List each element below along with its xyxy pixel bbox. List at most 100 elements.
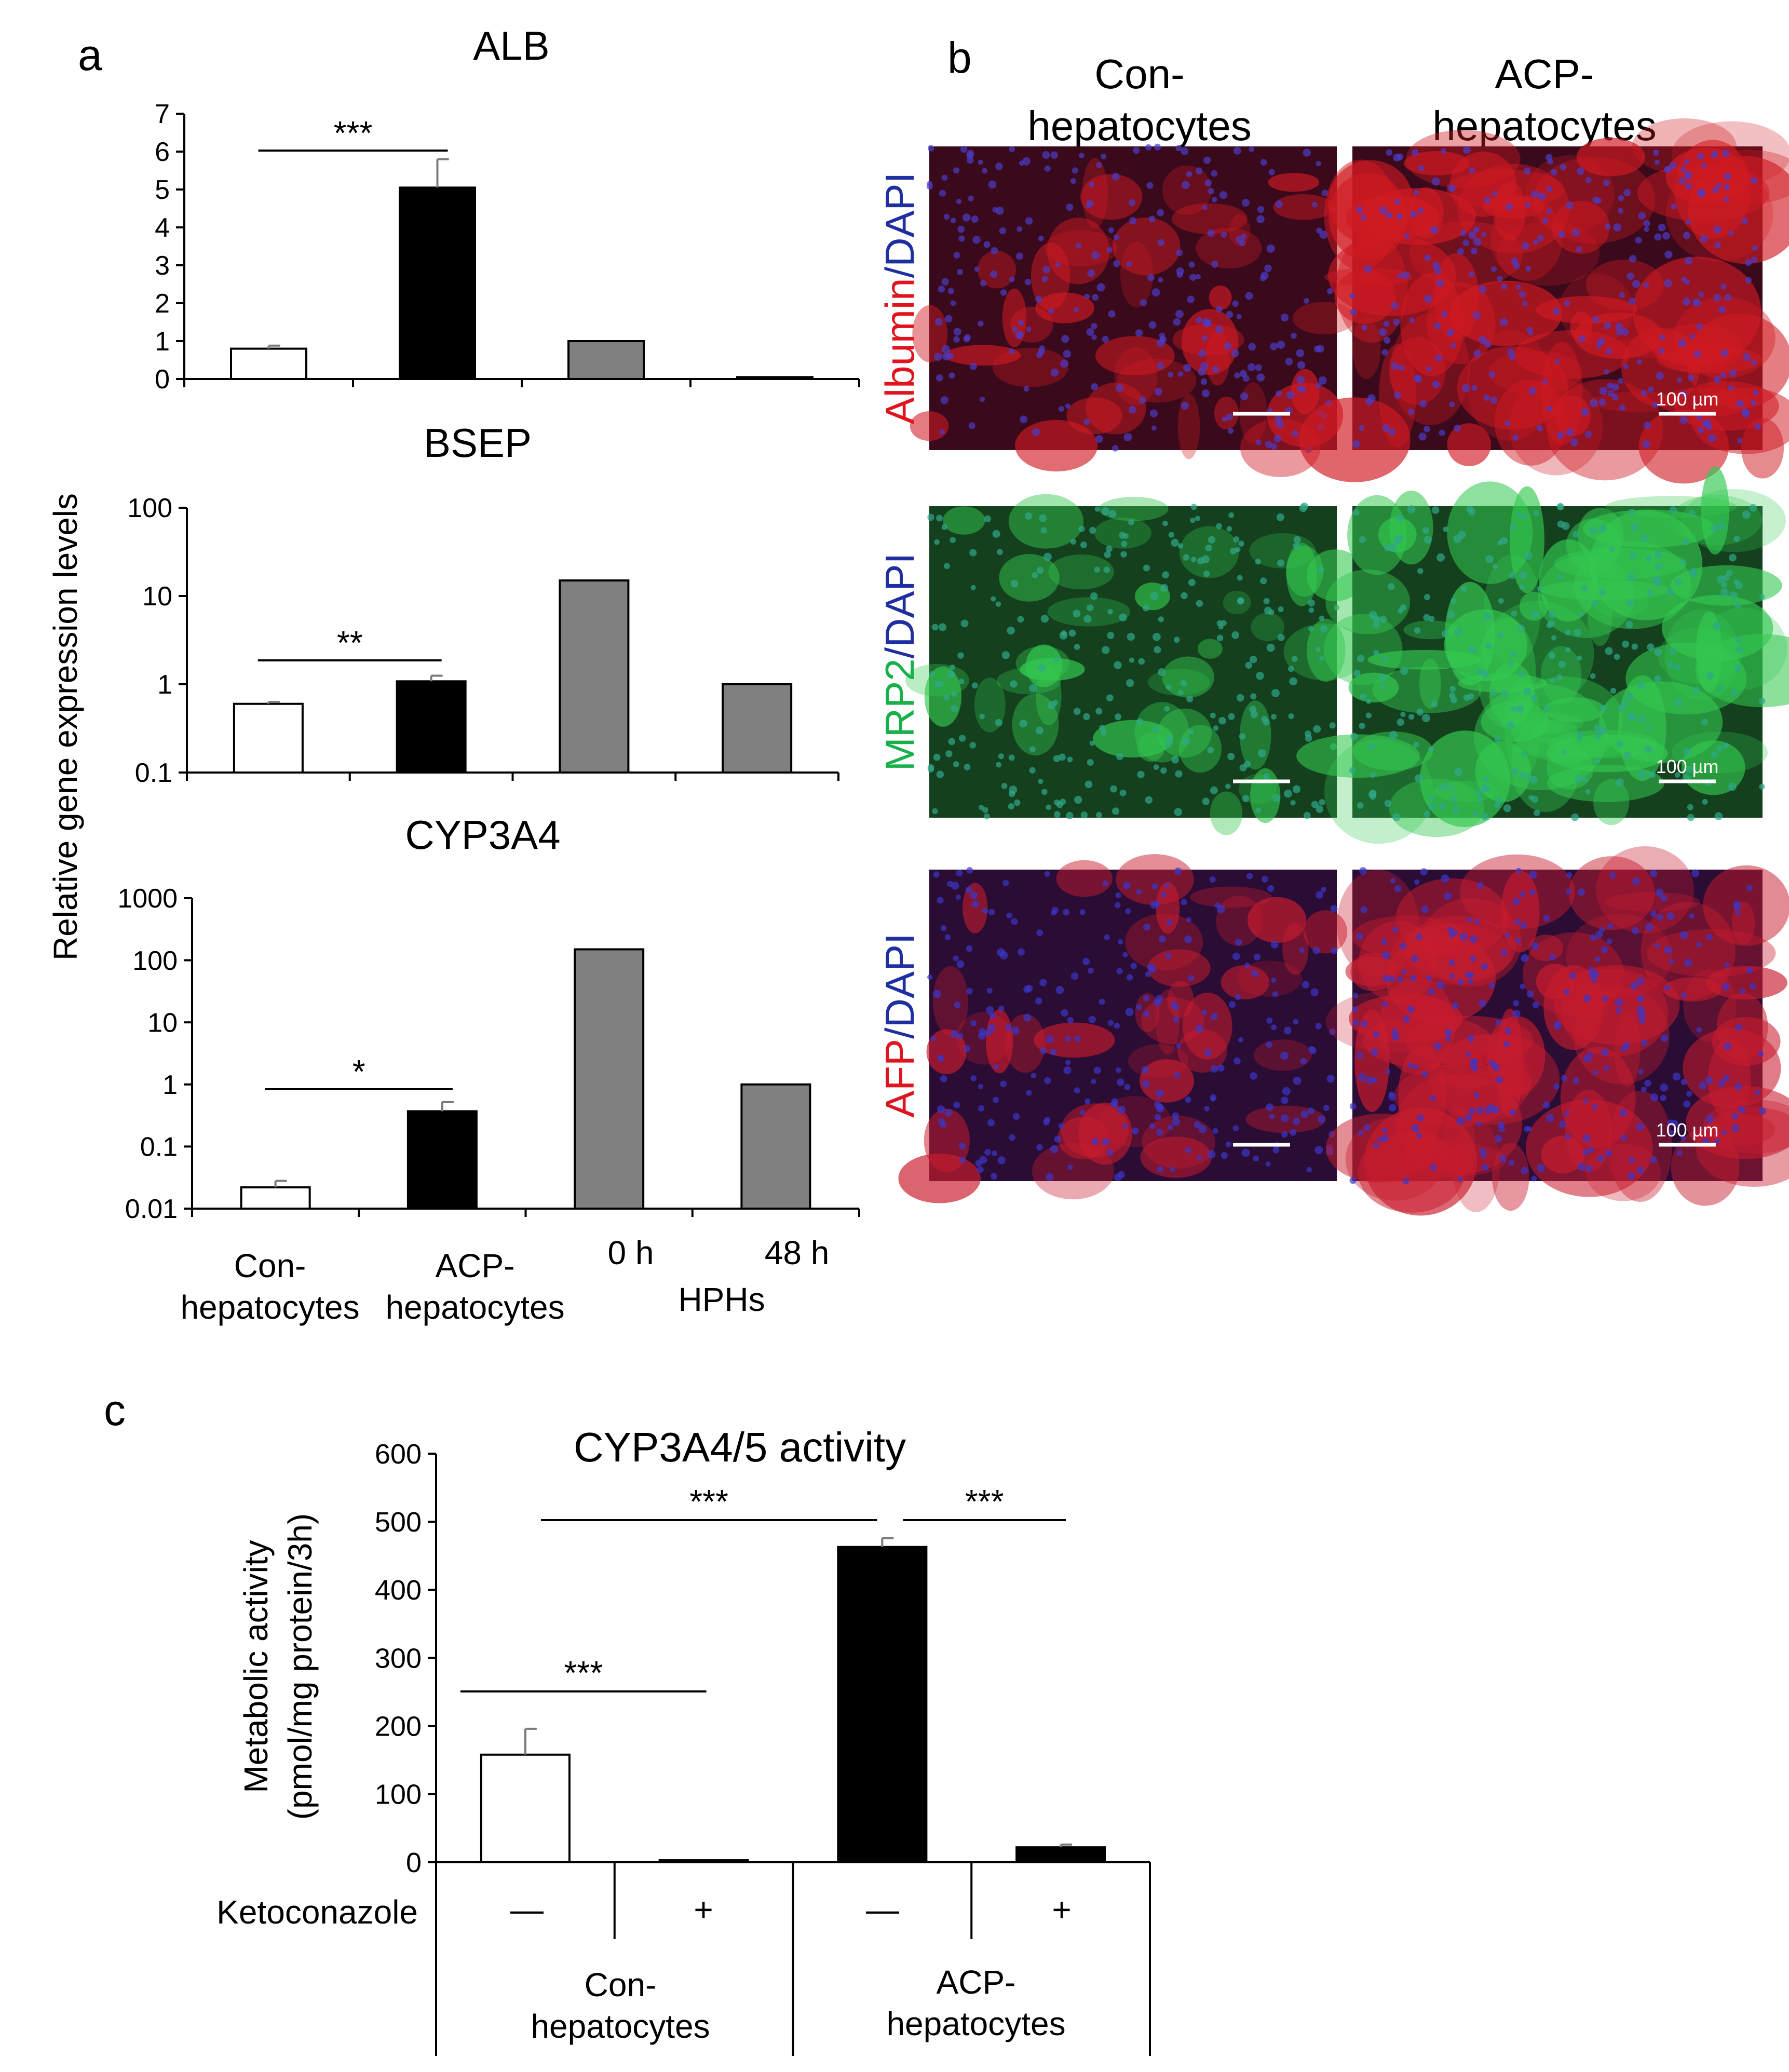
nucleus (1616, 329, 1623, 336)
nucleus (1135, 329, 1143, 337)
nucleus (1094, 506, 1100, 512)
fluorescence-signal (1419, 658, 1441, 709)
nucleus (1317, 566, 1325, 574)
nucleus (1263, 719, 1270, 726)
nucleus (1618, 195, 1624, 201)
fluorescence-signal (1268, 173, 1320, 192)
nucleus (939, 189, 946, 197)
nucleus (1104, 551, 1111, 558)
nucleus (1483, 394, 1490, 401)
nucleus (1174, 808, 1183, 816)
nucleus (1391, 1028, 1398, 1035)
nucleus (1523, 167, 1531, 175)
nucleus (1198, 349, 1206, 358)
nucleus (1310, 988, 1319, 996)
nucleus (962, 213, 971, 222)
fluorescence-signal (1554, 548, 1687, 579)
nucleus (986, 987, 993, 994)
nucleus (1566, 201, 1574, 209)
nucleus (1431, 700, 1438, 708)
nucleus (1724, 962, 1730, 968)
nucleus (1649, 870, 1658, 877)
panel-b: Con- hepatocytes ACP- hepatocytes 100 µm… (877, 51, 1789, 1216)
nucleus (1514, 918, 1521, 925)
nucleus (1548, 611, 1556, 619)
nucleus (1018, 320, 1024, 326)
nucleus (1424, 254, 1431, 261)
nucleus (1700, 235, 1708, 243)
nucleus (1512, 1010, 1521, 1018)
nucleus (1382, 1001, 1388, 1008)
nucleus (1162, 520, 1168, 526)
fluorescence-signal (1352, 317, 1381, 379)
nucleus (1303, 811, 1311, 819)
nucleus (1175, 1043, 1182, 1049)
nucleus (1323, 1104, 1330, 1111)
nucleus (1583, 777, 1589, 783)
nucleus (1190, 518, 1196, 523)
nucleus (1422, 526, 1430, 534)
nucleus (1741, 408, 1750, 416)
nucleus (1139, 396, 1146, 404)
nucleus (943, 563, 950, 570)
nucleus (1046, 1173, 1054, 1181)
nucleus (1145, 144, 1152, 151)
nucleus (1671, 204, 1677, 210)
nucleus (1153, 998, 1162, 1007)
fluorescence-signal (1459, 854, 1575, 930)
nucleus (1414, 879, 1420, 885)
nucleus (1606, 939, 1612, 944)
nucleus (963, 1045, 971, 1052)
nucleus (1253, 1155, 1259, 1162)
nucleus (1411, 1124, 1420, 1132)
nucleus (1149, 1123, 1156, 1129)
nucleus (995, 601, 1001, 607)
nucleus (1407, 1005, 1415, 1013)
nucleus (1623, 751, 1631, 759)
nucleus (1635, 237, 1642, 244)
nucleus (1414, 375, 1422, 383)
nucleus (1691, 869, 1700, 877)
fluorescence-signal (1140, 1059, 1195, 1103)
nucleus (1293, 1076, 1302, 1085)
nucleus (1712, 186, 1719, 193)
nucleus (1114, 902, 1121, 909)
nucleus (1512, 898, 1520, 905)
nucleus (1394, 885, 1402, 892)
fluorescence-signal (1528, 935, 1564, 961)
nucleus (956, 198, 962, 205)
nucleus (1314, 1146, 1323, 1155)
nucleus (1188, 974, 1195, 981)
nucleus (1312, 946, 1320, 955)
nucleus (1400, 942, 1407, 950)
chart-alb-bar (567, 340, 645, 380)
fluorescence-signal (1247, 897, 1307, 943)
nucleus (1557, 520, 1565, 528)
ketoconazole-label: Ketoconazole (216, 1893, 418, 1931)
nucleus (1382, 1128, 1388, 1133)
nucleus (1404, 233, 1410, 239)
nucleus (1398, 364, 1405, 371)
nucleus (928, 145, 934, 152)
nucleus (1552, 307, 1560, 315)
nucleus (1365, 712, 1372, 719)
nucleus (1529, 776, 1538, 784)
nucleus (1125, 1008, 1134, 1017)
fluorescence-signal (1078, 1102, 1132, 1165)
nucleus (1264, 606, 1272, 615)
nucleus (1596, 343, 1602, 349)
nucleus (1357, 802, 1364, 809)
nucleus (1602, 995, 1608, 1002)
nucleus (1266, 1103, 1274, 1112)
nucleus (1421, 713, 1430, 722)
nucleus (1609, 872, 1616, 879)
nucleus (1413, 189, 1419, 196)
nucleus (1127, 632, 1135, 641)
fluorescence-signal (1706, 966, 1787, 1000)
nucleus (1494, 802, 1500, 808)
nucleus (1083, 418, 1090, 425)
nucleus (1381, 951, 1390, 959)
